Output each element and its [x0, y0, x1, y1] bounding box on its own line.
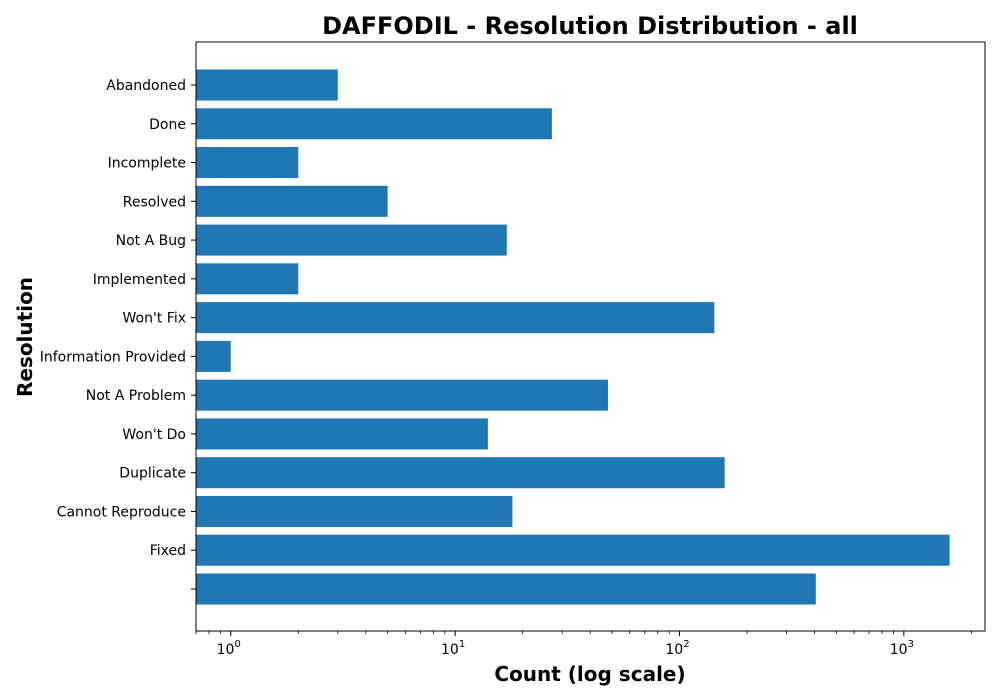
bar-information-provided [196, 340, 231, 372]
bar-not-a-problem [196, 379, 608, 411]
x-axis-ticks: 100 101 102 103 [195, 631, 972, 658]
y-tick-label: Won't Fix [123, 311, 186, 327]
bar-unlabeled [196, 573, 816, 605]
y-tick-label: Done [149, 117, 186, 133]
bar-cannot-reproduce [196, 495, 513, 527]
bar-abandoned [196, 69, 338, 101]
x-tick-label: 102 [665, 639, 689, 658]
y-tick-label: Resolved [123, 194, 186, 210]
bar-resolved [196, 185, 388, 217]
bar-incomplete [196, 147, 299, 179]
y-tick-label: Fixed [150, 543, 186, 559]
y-tick-label: Information Provided [40, 349, 186, 365]
bar-fixed [196, 534, 950, 566]
bar-done [196, 108, 552, 140]
bar-won-t-do [196, 418, 488, 450]
bars [196, 69, 950, 605]
x-tick-label: 100 [217, 639, 241, 658]
bar-not-a-bug [196, 224, 507, 256]
y-axis-ticks: Abandoned Done Incomplete Resolved Not A Bug… [40, 78, 196, 590]
x-tick-label: 103 [890, 639, 914, 658]
y-tick-label: Incomplete [108, 156, 186, 172]
y-tick-label: Duplicate [119, 466, 186, 482]
chart-title: DAFFODIL - Resolution Distribution - all [322, 12, 858, 40]
bar-duplicate [196, 457, 725, 489]
bar-implemented [196, 263, 299, 295]
y-tick-label: Implemented [93, 272, 186, 288]
y-tick-label: Not A Bug [116, 233, 186, 249]
y-axis-label: Resolution [13, 277, 37, 397]
bar-won-t-fix [196, 302, 715, 334]
y-tick-label: Cannot Reproduce [57, 504, 186, 520]
y-tick-label: Abandoned [106, 78, 186, 94]
y-tick-label: Won't Do [122, 427, 186, 443]
y-tick-label: Not A Problem [86, 388, 186, 404]
plot-area-frame [195, 41, 986, 632]
x-axis-label: Count (log scale) [494, 662, 685, 686]
x-tick-label: 101 [441, 639, 465, 658]
